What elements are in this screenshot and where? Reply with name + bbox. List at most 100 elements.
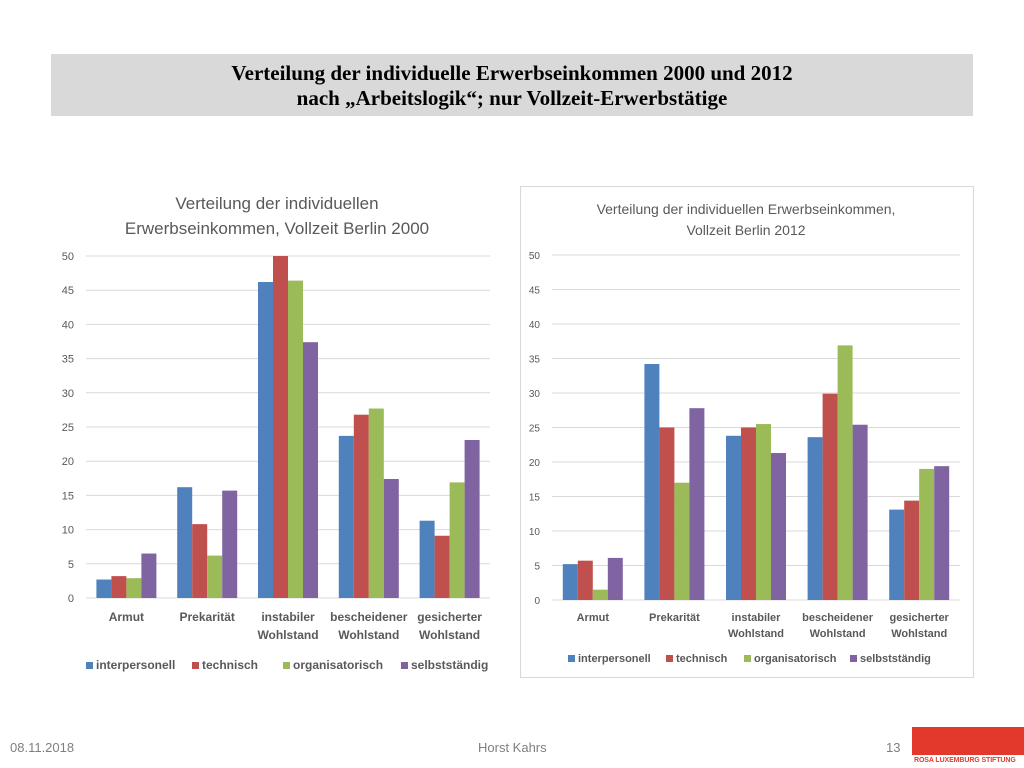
slide-title: Verteilung der individuelle Erwerbseinko… (51, 54, 973, 116)
legend-label: interpersonell (96, 658, 175, 672)
bar (822, 393, 838, 600)
bar (756, 424, 771, 600)
footer-date: 08.11.2018 (10, 740, 75, 755)
footer-page-number: 13 (886, 740, 901, 755)
bar (383, 478, 399, 598)
slide-title-line-1: Verteilung der individuelle Erwerbseinko… (231, 61, 793, 85)
bar (449, 482, 465, 598)
y-tick-label: 25 (529, 424, 541, 435)
legend-swatch (568, 655, 575, 662)
chart-2012: Verteilung der individuellen Erwerbseink… (520, 186, 974, 678)
bar (177, 487, 193, 598)
y-tick-label: 15 (529, 493, 541, 504)
y-tick-label: 10 (62, 525, 74, 537)
bar (288, 280, 303, 598)
category-label: Armut (577, 612, 610, 624)
legend-label: organisatorisch (293, 658, 383, 672)
y-tick-label: 5 (534, 562, 540, 573)
legend-swatch (283, 662, 290, 669)
bar (644, 364, 660, 600)
legend-swatch (401, 662, 408, 669)
slide-title-line-2: nach „Arbeitslogik“; nur Vollzeit-Erwerb… (296, 86, 728, 110)
bar (659, 427, 675, 600)
y-tick-label: 45 (62, 285, 74, 297)
bar (607, 557, 623, 600)
bar (141, 553, 157, 598)
bar (837, 345, 853, 600)
bar (126, 578, 142, 598)
bar (368, 408, 384, 598)
category-label: bescheidener (802, 612, 874, 624)
y-tick-label: 15 (62, 490, 74, 502)
category-label: gesicherter (890, 612, 950, 624)
chart-title-line: Verteilung der individuellen (175, 194, 378, 213)
legend-label: organisatorisch (754, 653, 837, 665)
bar (577, 560, 593, 600)
legend-swatch (192, 662, 199, 669)
category-label: Wohlstand (891, 628, 947, 640)
bar (338, 435, 354, 598)
category-label: Prekarität (649, 612, 700, 624)
bar (904, 500, 920, 600)
bar (919, 468, 935, 600)
logo-text: ROSA LUXEMBURG STIFTUNG (914, 757, 1016, 764)
bar (111, 576, 127, 598)
category-label: bescheidener (330, 610, 408, 624)
chart-title-line: Vollzeit Berlin 2012 (686, 222, 805, 238)
bar (934, 466, 950, 600)
bar (258, 281, 273, 598)
y-tick-label: 50 (529, 251, 541, 262)
legend-swatch (744, 655, 751, 662)
legend-label: technisch (202, 658, 258, 672)
bar (353, 414, 369, 598)
category-label: gesicherter (417, 610, 482, 624)
bar (273, 256, 288, 598)
bar (852, 424, 868, 600)
rosa-luxemburg-stiftung-logo: ROSA LUXEMBURG STIFTUNG (912, 727, 1024, 768)
bar (303, 342, 318, 598)
category-label: Wohlstand (338, 628, 399, 642)
legend-label: interpersonell (578, 653, 651, 665)
bar (771, 453, 786, 600)
bar (222, 490, 238, 598)
bar (419, 520, 435, 598)
bar (207, 555, 223, 598)
bar (562, 564, 578, 600)
category-label: instabiler (732, 612, 782, 624)
y-tick-label: 20 (529, 458, 541, 469)
bar (741, 427, 756, 600)
y-tick-label: 40 (62, 319, 74, 331)
footer-author: Horst Kahrs (478, 740, 547, 755)
y-tick-label: 0 (534, 596, 540, 607)
category-label: instabiler (261, 610, 315, 624)
y-tick-label: 20 (62, 456, 74, 468)
legend-swatch (86, 662, 93, 669)
logo-red-block (912, 727, 1024, 755)
chart-title-line: Erwerbseinkommen, Vollzeit Berlin 2000 (125, 219, 429, 238)
legend-label: selbstständig (411, 658, 488, 672)
bar (726, 435, 741, 600)
bar (464, 439, 480, 598)
category-label: Wohlstand (810, 628, 866, 640)
bar (889, 509, 905, 600)
y-tick-label: 25 (62, 422, 74, 434)
y-tick-label: 35 (529, 355, 541, 366)
y-tick-label: 5 (68, 559, 74, 571)
legend-label: technisch (676, 653, 728, 665)
y-tick-label: 45 (529, 286, 541, 297)
y-tick-label: 10 (529, 527, 541, 538)
category-label: Wohlstand (257, 628, 318, 642)
legend-swatch (850, 655, 857, 662)
y-tick-label: 30 (529, 389, 541, 400)
y-tick-label: 40 (529, 320, 541, 331)
bar (192, 524, 208, 598)
bar (96, 579, 112, 598)
bar (689, 408, 705, 600)
legend-label: selbstständig (860, 653, 931, 665)
chart-2000: Verteilung der individuellen Erwerbseinko… (62, 194, 490, 672)
chart-title-line: Verteilung der individuellen Erwerbseink… (597, 201, 896, 217)
y-tick-label: 0 (68, 593, 74, 605)
y-tick-label: 30 (62, 388, 74, 400)
bar (807, 437, 823, 600)
category-label: Prekarität (180, 610, 235, 624)
